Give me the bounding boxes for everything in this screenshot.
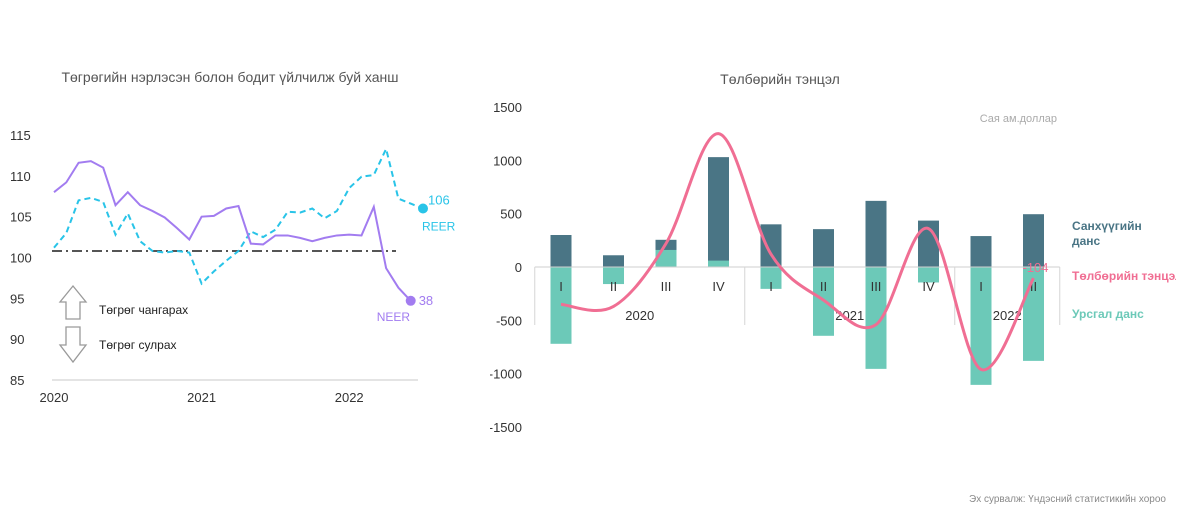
x-tick-label: I	[979, 279, 983, 294]
arrow-down-icon	[58, 326, 88, 364]
bar-financial-account	[760, 224, 782, 267]
bar-financial-account	[550, 235, 572, 267]
group-label: 2021	[835, 308, 864, 323]
right-chart-title: Төлбөрийн тэнцэл	[720, 71, 840, 87]
y-tick-label: 1500	[493, 100, 522, 115]
bar-financial-account	[708, 157, 729, 267]
x-tick-label: I	[559, 279, 563, 294]
x-tick-label: IV	[712, 279, 725, 294]
y-tick-label: -1000	[490, 367, 522, 382]
neer-end-value: 38	[419, 293, 433, 308]
legend-entry: Урсгал данс	[1072, 307, 1144, 321]
series-line-reer	[53, 145, 424, 286]
weaken-label: Төгрөг сулрах	[99, 338, 177, 352]
y-tick-label: 500	[500, 207, 522, 222]
y-tick-label: 85	[10, 373, 24, 388]
reer-label: REER	[422, 220, 456, 234]
x-tick-label: 2020	[40, 390, 69, 405]
left-chart-title: Төгрөгийн нэрлэсэн болон бодит үйлчилж б…	[61, 69, 399, 85]
x-tick-label: II	[820, 279, 827, 294]
reer-end-value: 106	[428, 193, 450, 208]
y-tick-label: 115	[10, 128, 31, 143]
bar-current-account	[655, 249, 677, 267]
y-tick-label: 100	[10, 251, 32, 266]
bar-current-account	[603, 267, 624, 285]
x-tick-label: II	[1030, 279, 1037, 294]
y-tick-label: 105	[10, 210, 32, 225]
bar-financial-account	[813, 229, 834, 267]
unit-label: Сая ам.доллар	[980, 113, 1057, 125]
x-tick-label: 2021	[187, 390, 216, 405]
x-tick-label: III	[661, 279, 672, 294]
series-line-neer	[53, 160, 412, 302]
legend-entry: Төлбөрийн тэнцэл	[1072, 269, 1176, 283]
x-tick-label: II	[610, 279, 617, 294]
x-tick-label: III	[871, 279, 882, 294]
exchange-rate-chart: 85 90 95 100 105 110 115 2020 2021 2022 106 REER…	[10, 128, 456, 405]
strengthen-label: Төгрөг чангарах	[99, 303, 188, 317]
y-tick-label: 90	[10, 332, 24, 347]
group-label: 2022	[993, 308, 1022, 323]
reer-end-point	[418, 203, 428, 214]
bar-financial-account	[603, 255, 624, 267]
bar-current-account	[970, 267, 992, 385]
source-note: Эх сурвалж: Үндэсний статистикийн хороо	[969, 494, 1166, 505]
bar-current-account	[708, 260, 729, 267]
y-tick-label: 0	[515, 260, 522, 275]
y-tick-label: 95	[10, 291, 24, 306]
neer-label: NEER	[377, 310, 411, 324]
x-tick-label: I	[769, 279, 773, 294]
x-tick-label: 2022	[335, 390, 364, 405]
bar-financial-account	[865, 200, 887, 267]
bar-financial-account	[1023, 214, 1044, 267]
neer-end-point	[405, 295, 416, 306]
y-tick-label: -1500	[490, 420, 522, 435]
group-label: 2020	[625, 308, 654, 323]
y-tick-label: 1000	[493, 153, 522, 168]
y-tick-label: -500	[496, 313, 522, 328]
bar-current-account	[918, 267, 939, 283]
x-tick-label: IV	[922, 279, 935, 294]
bar-financial-account	[970, 236, 992, 267]
bar-current-account	[865, 267, 887, 369]
y-tick-label: 110	[10, 169, 31, 184]
legend-entry: Санхүүгийн данс	[1072, 219, 1142, 248]
bar-current-account	[760, 267, 782, 289]
arrow-up-icon	[58, 284, 88, 320]
series-line-balance	[560, 132, 1035, 372]
balance-end-value: -104	[1022, 260, 1048, 275]
